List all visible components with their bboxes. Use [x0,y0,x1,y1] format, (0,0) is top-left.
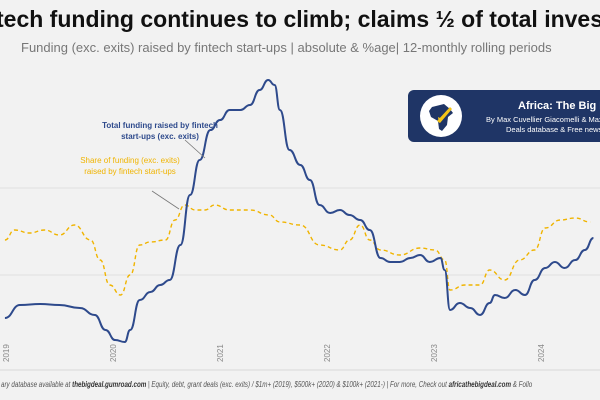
footer-text: | Equity, debt, grant deals (exc. exits)… [146,380,449,389]
africa-rocket-logo [420,95,462,137]
footer-text: & Follo [511,380,533,389]
annotation-arrow-total [184,139,206,159]
x-tick-label: 2022 [323,344,332,362]
chart-title: tech funding continues to climb; claims … [0,6,600,32]
x-tick-label: 2021 [216,344,225,362]
x-tick-label: 2019 [2,344,11,362]
x-tick-label: 2020 [109,344,118,362]
x-tick-label: 2023 [430,344,439,362]
footer-note: ary database available at thebigdeal.gum… [1,380,532,389]
annotation-share: Share of funding (exc. exits) raised by … [80,156,180,176]
x-tick-label: 2024 [537,344,546,362]
gumroad-link[interactable]: thebigdeal.gumroad.com [72,380,147,389]
annotation-arrow-share [151,190,180,210]
annotation-total-funding: Total funding raised by fintech start-up… [102,121,218,141]
brand-byline: By Max Cuvellier Giacomelli & Max [486,115,600,124]
footer-text: ary database available at [1,380,73,389]
brand-title: Africa: The Big Dea [518,100,600,112]
website-link[interactable]: africathebigdeal.com [448,380,512,389]
brand-banner[interactable]: Africa: The Big Dea By Max Cuvellier Gia… [408,90,600,142]
series-line-total-funding [4,78,594,344]
series-line-share [4,204,591,296]
brand-tagline: Deals database & Free news [506,125,600,134]
chart-subtitle: Funding (exc. exits) raised by fintech s… [21,40,552,55]
